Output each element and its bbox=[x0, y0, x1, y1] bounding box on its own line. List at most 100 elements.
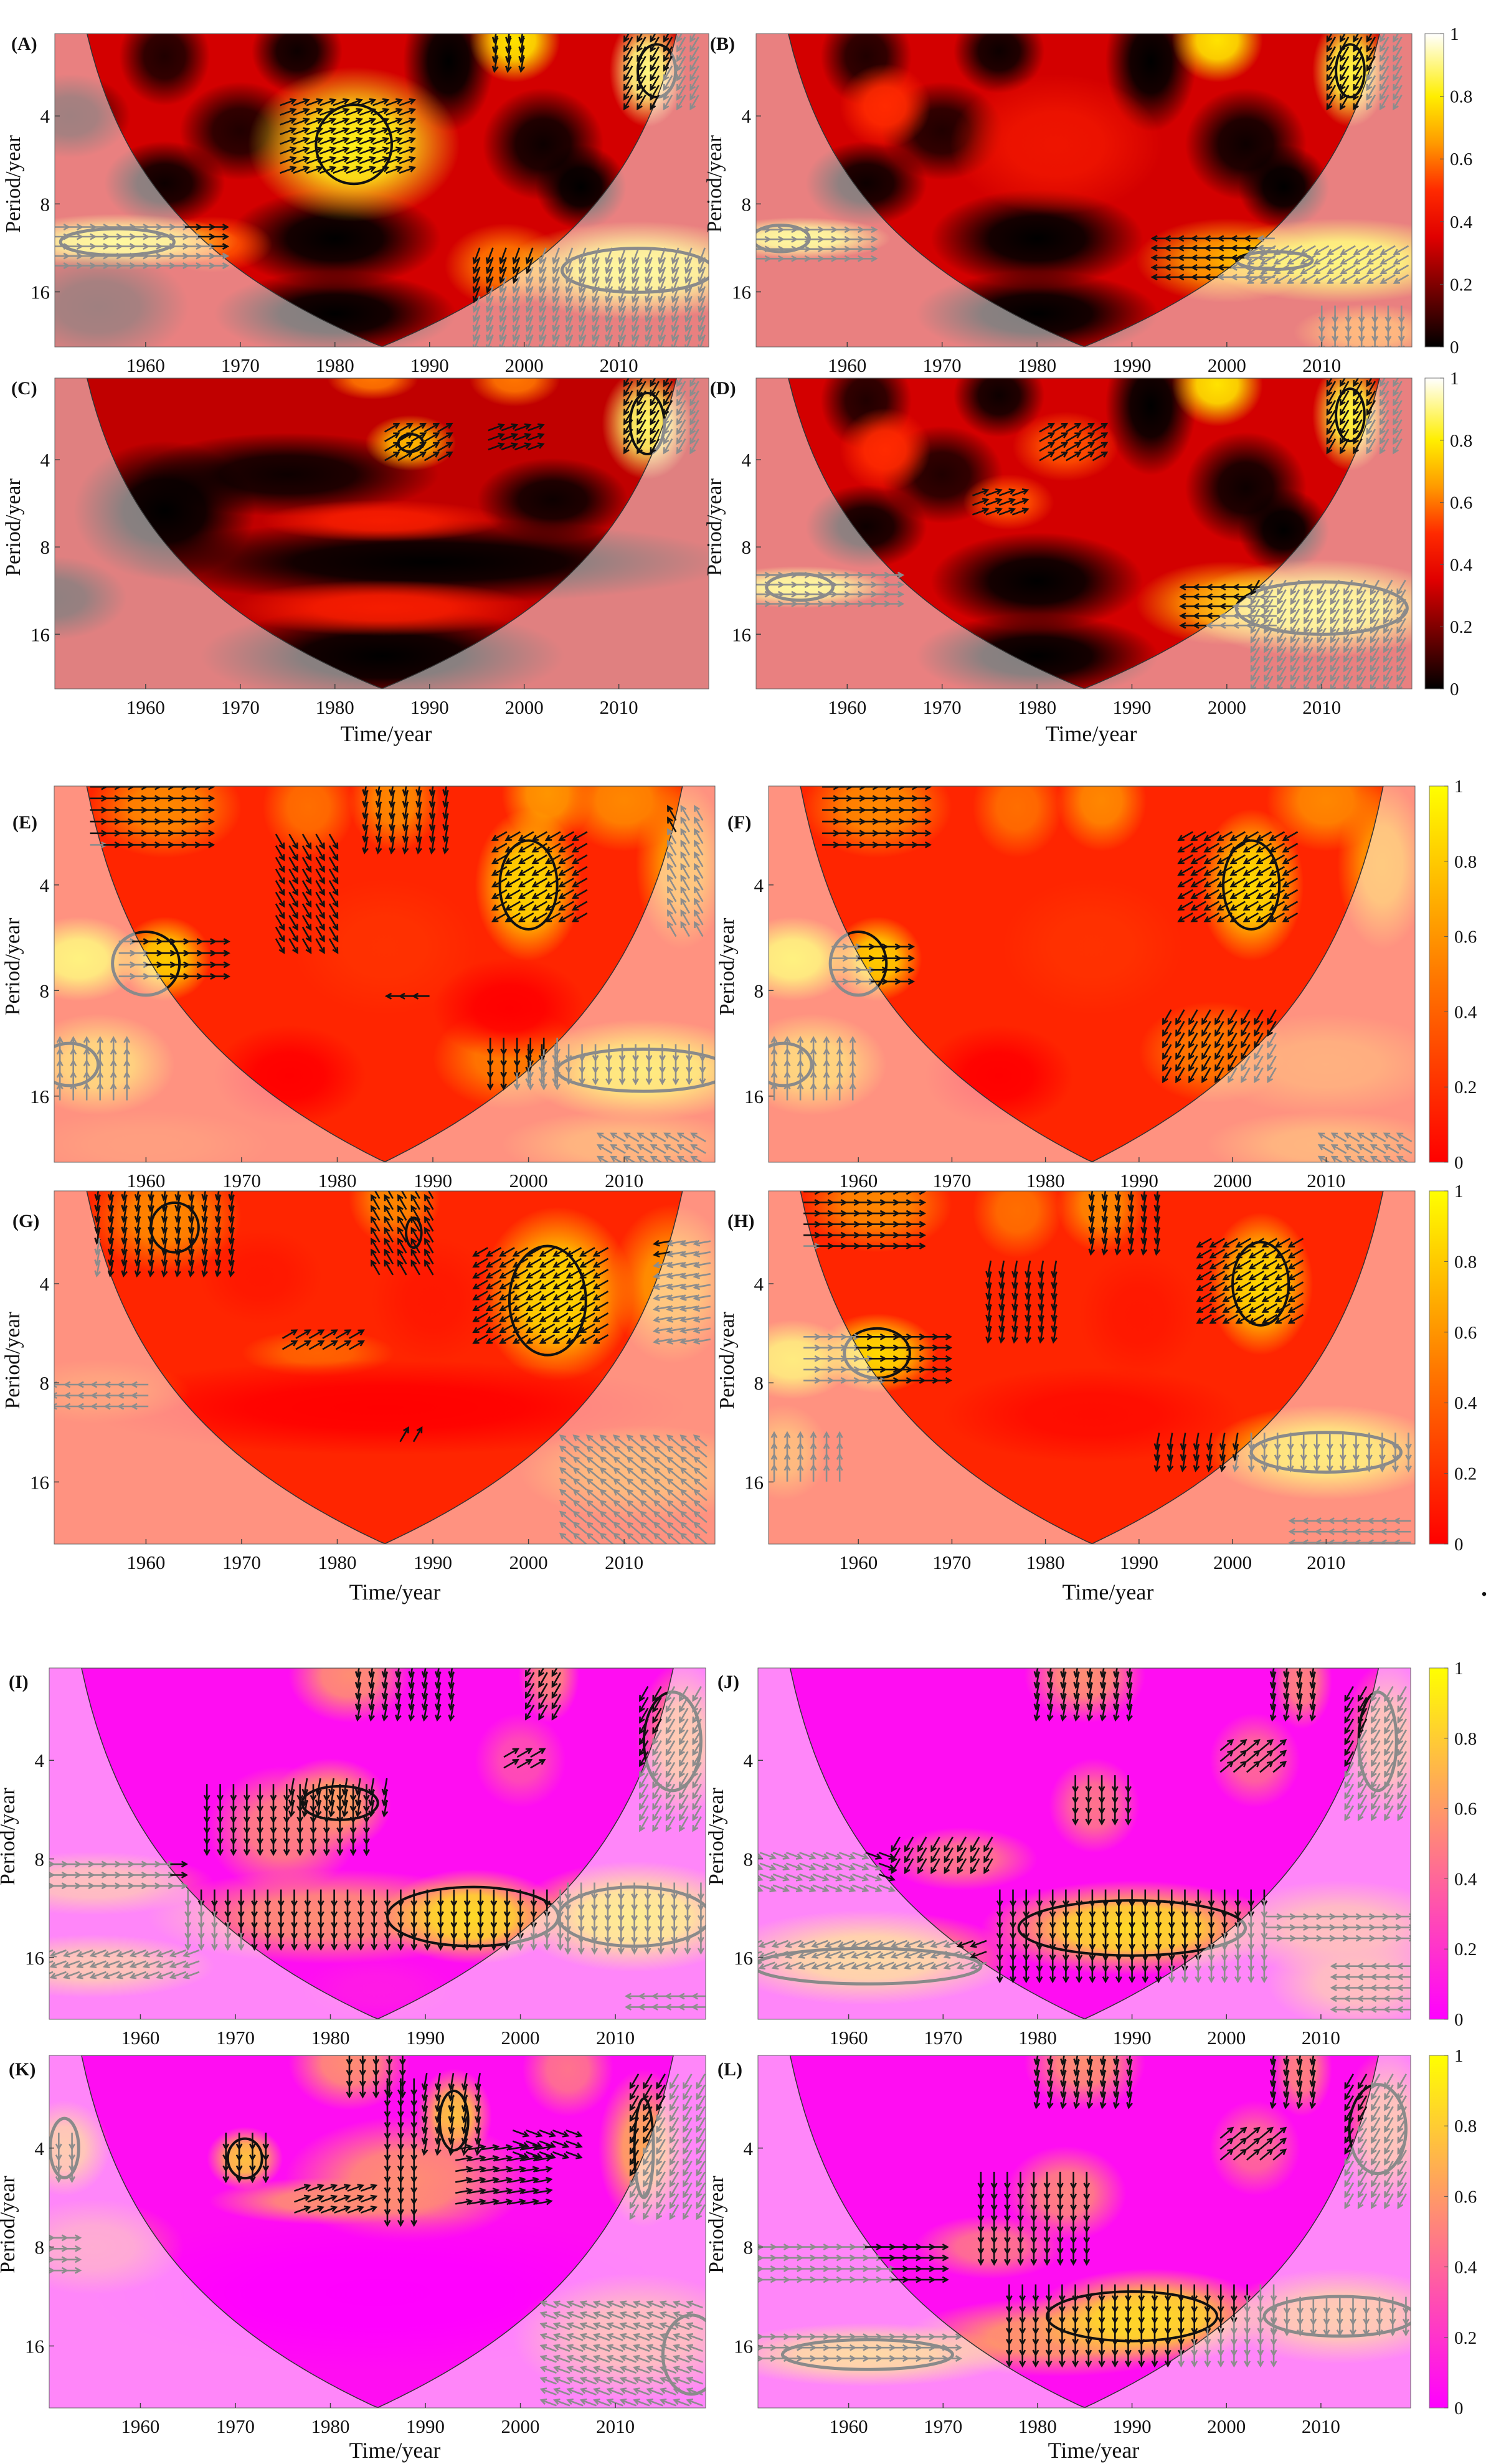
x-tick-label: 1980 bbox=[1018, 2027, 1057, 2049]
phase-arrow bbox=[495, 2187, 513, 2195]
phase-arrow bbox=[698, 315, 706, 333]
phase-arrow bbox=[693, 1478, 708, 1490]
phase-arrow bbox=[399, 156, 417, 164]
phase-arrow bbox=[360, 2194, 378, 2203]
phase-arrow bbox=[1045, 2349, 1053, 2368]
phase-arrow bbox=[585, 1467, 600, 1480]
x-tick-label: 2000 bbox=[1208, 354, 1246, 376]
phase-arrow bbox=[1112, 1703, 1120, 1722]
phase-arrow bbox=[538, 1704, 548, 1721]
phase-arrow bbox=[658, 276, 666, 294]
phase-arrow bbox=[504, 831, 521, 841]
phase-arrow bbox=[683, 2106, 693, 2123]
phase-arrow bbox=[1330, 1132, 1347, 1142]
phase-arrow bbox=[512, 305, 521, 323]
phase-arrow bbox=[886, 581, 905, 589]
phase-arrow bbox=[1384, 2106, 1394, 2123]
phase-arrow bbox=[1273, 245, 1290, 255]
phase-arrow bbox=[671, 286, 679, 303]
phase-arrow bbox=[689, 390, 699, 407]
phase-arrow bbox=[631, 1936, 638, 1955]
x-tick-label: 1990 bbox=[410, 696, 449, 718]
phase-arrow bbox=[998, 498, 1016, 506]
phase-arrow bbox=[1246, 2148, 1261, 2161]
heatmap-cell bbox=[209, 2177, 452, 2225]
phase-arrow bbox=[930, 1858, 940, 1874]
phase-arrow bbox=[524, 1694, 535, 1710]
phase-arrow bbox=[1330, 1144, 1347, 1154]
phase-arrow bbox=[526, 1312, 542, 1322]
phase-arrow bbox=[637, 438, 646, 455]
phase-arrow bbox=[384, 1205, 394, 1221]
phase-arrow bbox=[1246, 1750, 1261, 1762]
phase-arrow bbox=[1383, 647, 1393, 663]
y-tick-label: 16 bbox=[31, 282, 50, 303]
phase-arrow bbox=[645, 325, 653, 342]
phase-arrow bbox=[1357, 1805, 1368, 1822]
phase-arrow bbox=[618, 305, 627, 323]
phase-arrow bbox=[679, 1522, 694, 1534]
phase-arrow bbox=[1269, 854, 1285, 865]
phase-arrow bbox=[322, 1340, 338, 1350]
phase-arrow bbox=[1379, 34, 1386, 43]
phase-arrow bbox=[472, 295, 481, 313]
phase-arrow bbox=[645, 1067, 653, 1086]
phase-arrow bbox=[1269, 889, 1285, 899]
phase-arrow bbox=[528, 433, 545, 441]
phase-arrow bbox=[1222, 1259, 1238, 1269]
phase-arrow bbox=[696, 2182, 706, 2199]
phase-arrow bbox=[1287, 1281, 1304, 1291]
phase-arrow bbox=[663, 55, 673, 72]
phase-arrow bbox=[908, 1210, 927, 1217]
phase-arrow bbox=[653, 1251, 671, 1258]
phase-arrow bbox=[526, 1334, 542, 1344]
phase-arrow bbox=[468, 2198, 486, 2206]
colorbar-tick-label: 1 bbox=[1454, 1182, 1464, 1201]
phase-arrow bbox=[1300, 255, 1316, 265]
phase-arrow bbox=[1286, 255, 1303, 265]
phase-arrow bbox=[1389, 2318, 1396, 2337]
heatmap-cell bbox=[469, 378, 561, 407]
phase-arrow bbox=[679, 1294, 698, 1301]
phase-arrow bbox=[571, 866, 588, 876]
phase-arrow bbox=[606, 2366, 623, 2374]
phase-arrow bbox=[1300, 245, 1316, 255]
coherence-field bbox=[55, 378, 709, 689]
phase-arrow bbox=[293, 127, 310, 136]
phase-arrow bbox=[1290, 589, 1300, 605]
phase-arrow bbox=[659, 2354, 677, 2363]
phase-arrow bbox=[1366, 36, 1376, 53]
x-tick-label: 1960 bbox=[121, 2415, 159, 2437]
phase-arrow bbox=[1066, 432, 1082, 442]
phase-arrow bbox=[998, 1325, 1005, 1344]
phase-arrow bbox=[1330, 589, 1340, 605]
phase-arrow bbox=[1304, 618, 1314, 634]
phase-arrow bbox=[565, 276, 574, 294]
x-axis-label-gh-left: Time/year bbox=[349, 1580, 441, 1604]
phase-arrow bbox=[1287, 1259, 1304, 1269]
phase-arrow bbox=[623, 419, 633, 435]
phase-arrow bbox=[639, 1740, 649, 1756]
phase-arrow bbox=[1344, 1783, 1355, 1800]
phase-arrow bbox=[1393, 85, 1403, 101]
phase-arrow bbox=[501, 433, 519, 441]
phase-arrow bbox=[525, 276, 534, 294]
phase-arrow bbox=[599, 1522, 614, 1534]
phase-arrow bbox=[371, 1248, 381, 1265]
phase-arrow bbox=[1241, 1044, 1251, 1060]
phase-arrow bbox=[699, 1067, 706, 1086]
x-tick-label: 1980 bbox=[1018, 2415, 1057, 2437]
colorbar-tick-label: 1 bbox=[1454, 2046, 1464, 2066]
phase-arrow bbox=[1344, 2182, 1355, 2199]
phase-arrow bbox=[689, 46, 699, 62]
phase-arrow bbox=[606, 2311, 623, 2319]
phase-arrow bbox=[673, 2300, 690, 2309]
phase-arrow bbox=[652, 1773, 662, 1789]
phase-arrow bbox=[667, 805, 677, 821]
phase-arrow bbox=[917, 1951, 934, 1959]
phase-arrow bbox=[686, 2322, 703, 2331]
coherence-field bbox=[769, 786, 1415, 1162]
phase-arrow bbox=[1267, 1021, 1277, 1037]
phase-arrow bbox=[1339, 75, 1350, 92]
phase-arrow bbox=[526, 1247, 542, 1257]
